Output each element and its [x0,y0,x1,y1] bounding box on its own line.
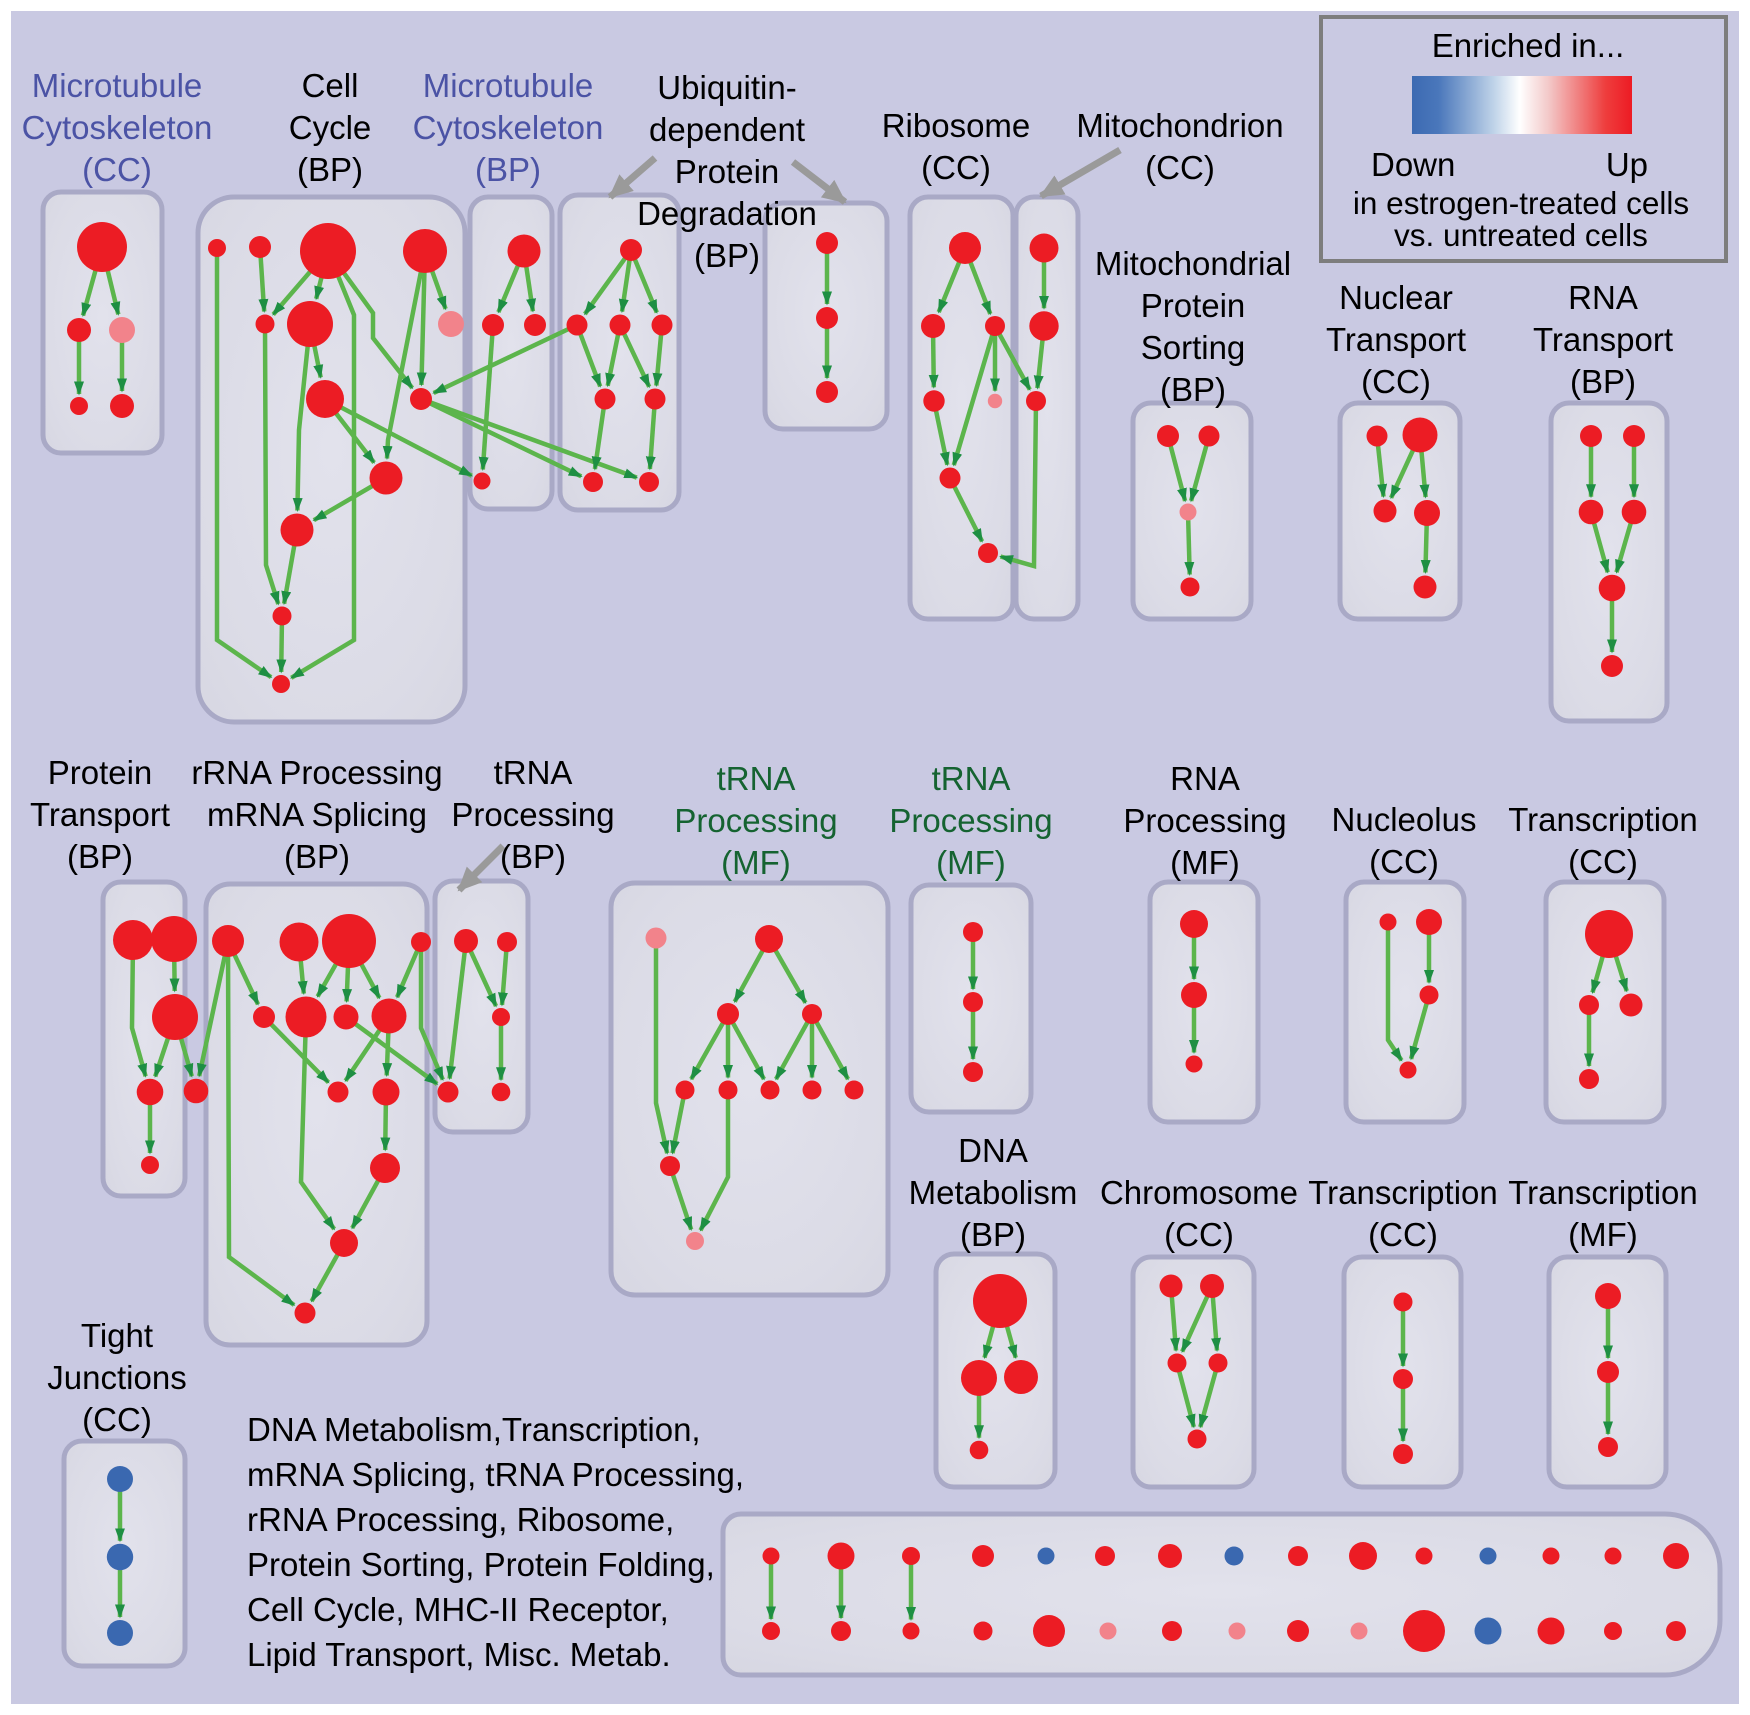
svg-text:Transport: Transport [30,796,170,833]
svg-text:Nuclear: Nuclear [1339,279,1453,316]
svg-text:tRNA: tRNA [494,754,573,791]
svg-text:Degradation: Degradation [637,195,817,232]
svg-text:Processing: Processing [1123,802,1286,839]
svg-text:dependent: dependent [649,111,805,148]
svg-text:rRNA Processing: rRNA Processing [191,754,442,791]
svg-text:(CC): (CC) [1369,843,1439,880]
svg-text:(BP): (BP) [1160,371,1226,408]
svg-text:(CC): (CC) [921,149,991,186]
svg-text:(BP): (BP) [960,1216,1026,1253]
svg-text:(BP): (BP) [297,151,363,188]
svg-text:mRNA Splicing: mRNA Splicing [207,796,427,833]
svg-text:Chromosome: Chromosome [1100,1174,1298,1211]
svg-text:Ubiquitin-: Ubiquitin- [657,69,796,106]
svg-text:(CC): (CC) [1164,1216,1234,1253]
svg-text:Cell Cycle, MHC-II Receptor,: Cell Cycle, MHC-II Receptor, [247,1591,669,1628]
svg-text:Nucleolus: Nucleolus [1332,801,1477,838]
svg-text:mRNA Splicing, tRNA Processing: mRNA Splicing, tRNA Processing, [247,1456,744,1493]
svg-text:tRNA: tRNA [932,760,1011,797]
svg-text:Metabolism: Metabolism [909,1174,1078,1211]
svg-text:(BP): (BP) [694,237,760,274]
svg-text:Microtubule: Microtubule [32,67,203,104]
svg-text:Enriched in...: Enriched in... [1432,27,1625,64]
svg-text:Transport: Transport [1533,321,1673,358]
svg-text:in estrogen-treated cells: in estrogen-treated cells [1353,185,1689,221]
svg-text:(CC): (CC) [82,151,152,188]
svg-text:Mitochondrial: Mitochondrial [1095,245,1291,282]
svg-text:(BP): (BP) [67,838,133,875]
svg-text:vs. untreated cells: vs. untreated cells [1394,217,1648,253]
svg-text:Cytoskeleton: Cytoskeleton [22,109,213,146]
svg-text:Cytoskeleton: Cytoskeleton [413,109,604,146]
svg-text:Protein Sorting, Protein Foldi: Protein Sorting, Protein Folding, [247,1546,715,1583]
svg-text:tRNA: tRNA [717,760,796,797]
svg-text:(BP): (BP) [475,151,541,188]
svg-text:Up: Up [1606,146,1648,183]
svg-text:Transcription: Transcription [1308,1174,1498,1211]
svg-text:(CC): (CC) [1145,149,1215,186]
svg-text:(MF): (MF) [1568,1216,1638,1253]
svg-text:Protein: Protein [1141,287,1246,324]
svg-text:Cell: Cell [302,67,359,104]
svg-text:(MF): (MF) [936,844,1006,881]
svg-text:(CC): (CC) [1361,363,1431,400]
svg-text:(CC): (CC) [1568,843,1638,880]
svg-text:rRNA Processing, Ribosome,: rRNA Processing, Ribosome, [247,1501,674,1538]
svg-text:Transcription: Transcription [1508,1174,1698,1211]
svg-text:(BP): (BP) [500,838,566,875]
svg-text:(BP): (BP) [284,838,350,875]
svg-text:Protein: Protein [48,754,153,791]
svg-text:Lipid Transport, Misc. Metab.: Lipid Transport, Misc. Metab. [247,1636,671,1673]
svg-text:(CC): (CC) [1368,1216,1438,1253]
svg-text:RNA: RNA [1170,760,1240,797]
svg-text:Cycle: Cycle [289,109,372,146]
svg-text:Processing: Processing [674,802,837,839]
svg-text:Sorting: Sorting [1141,329,1246,366]
svg-text:Junctions: Junctions [47,1359,186,1396]
svg-text:DNA Metabolism,Transcription,: DNA Metabolism,Transcription, [247,1411,701,1448]
svg-text:Mitochondrion: Mitochondrion [1076,107,1283,144]
svg-text:DNA: DNA [958,1132,1028,1169]
svg-text:RNA: RNA [1568,279,1638,316]
svg-text:Processing: Processing [451,796,614,833]
svg-text:Down: Down [1371,146,1455,183]
svg-text:Transport: Transport [1326,321,1466,358]
svg-text:(CC): (CC) [82,1401,152,1438]
svg-text:Ribosome: Ribosome [882,107,1031,144]
svg-text:(MF): (MF) [1170,844,1240,881]
svg-text:Protein: Protein [675,153,780,190]
svg-text:Processing: Processing [889,802,1052,839]
svg-text:Microtubule: Microtubule [423,67,594,104]
svg-text:Transcription: Transcription [1508,801,1698,838]
svg-text:(BP): (BP) [1570,363,1636,400]
svg-text:Tight: Tight [81,1317,153,1354]
svg-text:(MF): (MF) [721,844,791,881]
